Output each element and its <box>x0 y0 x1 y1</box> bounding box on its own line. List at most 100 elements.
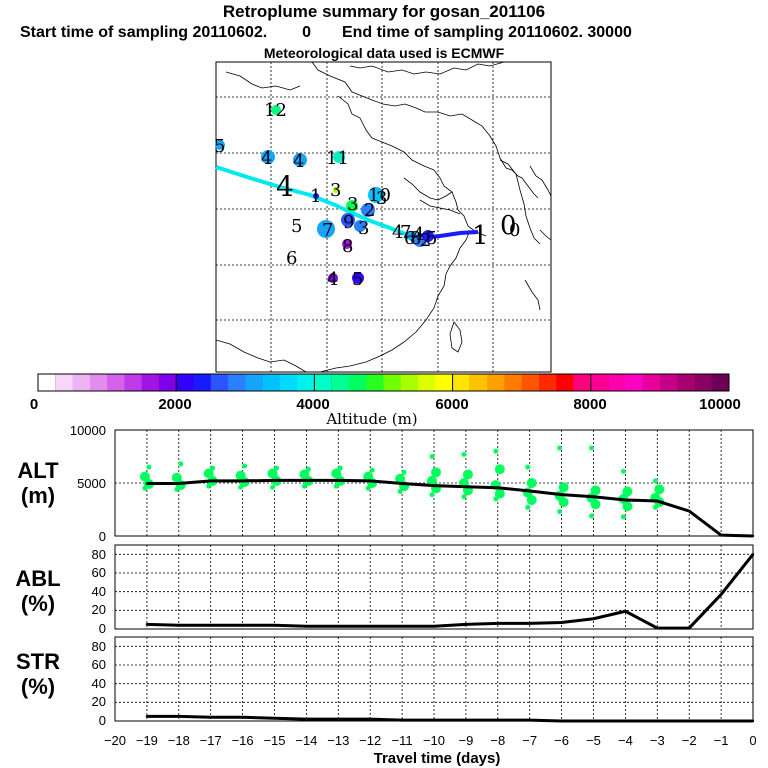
track-num-24: 8 <box>410 228 421 249</box>
track-num-23: 3 <box>376 188 387 209</box>
abl-point <box>464 623 468 626</box>
str-series-line <box>146 714 753 723</box>
colorbar-cell <box>677 374 695 391</box>
alt-scatter-dot <box>305 466 311 472</box>
colorbar-tick-6000: 6000 <box>435 396 468 413</box>
colorbar-cell <box>331 374 350 391</box>
alt-scatter-dot <box>203 468 214 479</box>
alt-scatter-dot <box>178 461 184 467</box>
colorbar-cell <box>228 374 246 391</box>
str-point <box>209 716 212 719</box>
abl-panel-label: ABL (%) <box>15 566 61 616</box>
abl-point <box>145 623 149 626</box>
alt-scatter-dot <box>558 482 569 493</box>
str-point <box>305 717 308 721</box>
track-num-29: 0 <box>500 211 517 241</box>
alt-point <box>688 509 691 513</box>
track-num-9: 9 <box>343 212 354 233</box>
alt-series-line <box>146 478 754 538</box>
str-point <box>560 719 563 723</box>
str-point <box>369 717 372 721</box>
colorbar-cell <box>435 374 454 391</box>
start-time-label: Start time of sampling 20110602. <box>20 24 268 41</box>
abl-point <box>241 624 244 627</box>
str-point <box>337 717 340 721</box>
str-point <box>751 719 755 723</box>
str-point <box>145 715 149 718</box>
track-num-5: 5 <box>291 216 302 237</box>
str-tick-40: 40 <box>92 676 106 691</box>
colorbar-cell <box>210 374 229 391</box>
abl-point <box>305 625 308 628</box>
alt-point <box>369 479 372 483</box>
colorbar-tick-4000: 4000 <box>296 396 329 413</box>
abl-point <box>528 622 531 625</box>
alt-panel-label: ALT (m) <box>17 458 59 508</box>
alt-scatter-dot <box>235 470 246 481</box>
str-point <box>464 718 468 722</box>
alt-scatter-dot <box>654 484 665 495</box>
abl-point <box>688 626 691 630</box>
alt-scatter-dot <box>139 471 150 482</box>
x-tick: −4 <box>618 733 633 748</box>
colorbar-cell <box>175 373 195 392</box>
colorbar-cell <box>313 373 333 392</box>
colorbar-cells <box>37 373 730 392</box>
colorbar-cell <box>469 374 488 391</box>
abl-tick-20: 20 <box>92 602 106 617</box>
alt-tick-0: 0 <box>99 529 106 544</box>
abl-point <box>209 624 212 627</box>
colorbar-cell <box>366 374 384 391</box>
track-num-0: 0 <box>509 220 520 241</box>
str-panel-label: STR (%) <box>16 649 60 699</box>
alt-tick-5000: 5000 <box>77 476 106 491</box>
colorbar-cell <box>418 374 436 391</box>
str-point <box>624 719 627 723</box>
track-num-4: 4 <box>276 170 294 203</box>
track-num-1: 1 <box>472 221 489 251</box>
alt-scatter-dot <box>622 501 633 512</box>
colorbar-cell <box>711 374 730 391</box>
x-tick: 0 <box>749 733 756 748</box>
abl-point <box>751 553 755 556</box>
x-tick: −18 <box>168 733 190 748</box>
alt-point <box>241 479 244 483</box>
alt-scatter-dot <box>270 484 275 490</box>
track-num-7: 7 <box>322 220 333 241</box>
colorbar-cell <box>487 374 505 391</box>
alt-scatter-dot <box>526 478 537 488</box>
str-tick-0: 0 <box>99 713 106 728</box>
x-axis-label: Travel time (days) <box>374 750 501 767</box>
x-tick: −5 <box>586 733 601 748</box>
colorbar-frame <box>37 373 730 392</box>
track-num-17: 4 <box>327 269 338 290</box>
colorbar-cell <box>141 374 160 391</box>
abl-gridlines <box>115 545 753 629</box>
colorbar-cell <box>245 374 264 391</box>
colorbar-cell <box>72 374 91 391</box>
str-point <box>400 718 404 722</box>
track-num-27: 5 <box>426 228 437 249</box>
str-point <box>273 717 276 720</box>
abl-point <box>624 610 627 613</box>
alt-scatter-dot <box>146 464 152 470</box>
abl-y-ticks: 80 60 40 20 0 <box>92 547 106 636</box>
str-point <box>496 718 499 722</box>
alt-point <box>624 498 627 502</box>
track-num-26: 4 <box>413 224 424 245</box>
abl-tick-40: 40 <box>92 584 106 599</box>
alt-scatter-dot <box>589 445 594 451</box>
alt-scatter-dot <box>622 486 633 497</box>
alt-scatter-dot <box>557 445 563 451</box>
met-data-label: Meteorological data used is ECMWF <box>263 45 505 61</box>
colorbar-cell <box>124 374 143 391</box>
x-tick: −15 <box>263 733 285 748</box>
colorbar-cell <box>383 374 402 391</box>
alt-scatter-dot <box>401 469 407 475</box>
x-tick: −11 <box>392 733 413 748</box>
alt-panel: 10000 5000 0 <box>70 423 755 544</box>
abl-point <box>432 625 436 628</box>
str-tick-60: 60 <box>92 657 106 672</box>
track-num-14: 5 <box>214 136 225 157</box>
alt-scatter-dot <box>395 473 406 484</box>
